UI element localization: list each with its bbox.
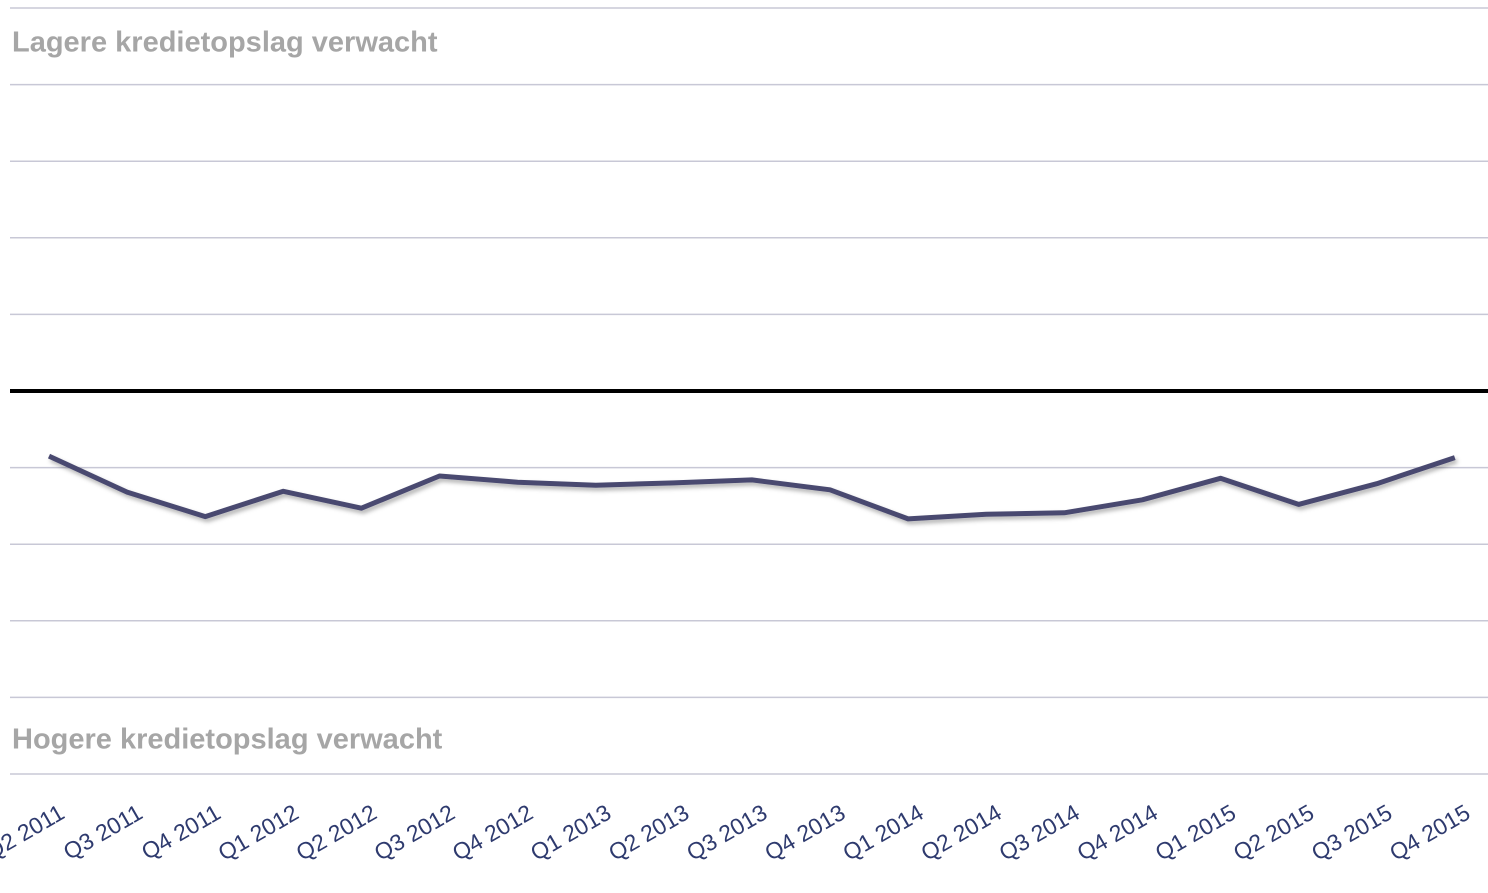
- x-tick-label: Q4 2012: [448, 799, 537, 866]
- x-tick-label: Q3 2011: [59, 799, 147, 865]
- x-tick-label: Q1 2012: [213, 799, 302, 866]
- x-tick-label: Q1 2013: [526, 799, 615, 866]
- x-tick-label: Q3 2013: [682, 799, 771, 866]
- x-tick-label: Q2 2012: [292, 799, 381, 866]
- series-line: [47, 453, 1456, 522]
- x-tick-label: Q4 2015: [1385, 799, 1474, 866]
- x-tick-label: Q3 2012: [370, 799, 459, 866]
- annotation-bottom: Hogere kredietopslag verwacht: [12, 724, 443, 756]
- grid: [10, 7, 1488, 775]
- x-tick-label: Q2 2011: [0, 799, 69, 865]
- x-tick-label: Q1 2015: [1151, 799, 1240, 866]
- x-tick-label: Q4 2011: [137, 799, 225, 865]
- annotation-top: Lagere kredietopslag verwacht: [12, 27, 438, 59]
- x-tick-label: Q4 2013: [760, 799, 849, 866]
- x-tick-label: Q2 2013: [604, 799, 693, 866]
- x-tick-label: Q3 2015: [1307, 799, 1396, 866]
- x-tick-label: Q2 2015: [1229, 799, 1318, 866]
- x-tick-label: Q1 2014: [838, 799, 928, 866]
- x-tick-label: Q4 2014: [1073, 799, 1163, 866]
- x-tick-label: Q2 2014: [916, 799, 1006, 866]
- x-tick-label: Q3 2014: [994, 799, 1084, 866]
